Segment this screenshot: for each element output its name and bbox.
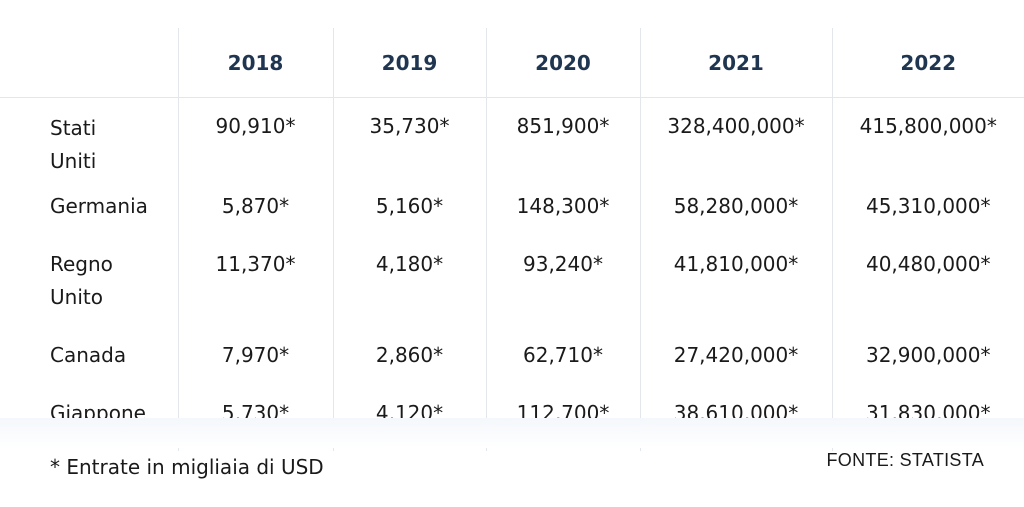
table-cell: 35,730* [332,97,486,178]
table-cell: 32,900,000* [831,327,1024,385]
footnote: * Entrate in migliaia di USD [50,455,324,479]
table-cell: 45,310,000* [831,178,1024,236]
table-cell: 58,280,000* [639,178,832,236]
table-cell: 5,160* [332,178,486,236]
table-cell: 40,480,000* [831,236,1024,327]
table-cell: 148,300* [485,178,640,236]
header-year-2022: 2022 [831,28,1024,98]
header-year-2021: 2021 [639,28,832,98]
header-year-2019: 2019 [332,28,486,98]
table-cell: 328,400,000* [639,97,832,178]
source-label: FONTE: STATISTA [826,450,984,470]
header-year-2018: 2018 [177,28,333,98]
table-cell: 90,910* [177,97,333,178]
revenue-table: 2018 2019 2020 2021 2022 Stati Uniti 90,… [0,28,1024,451]
revenue-table-container: 2018 2019 2020 2021 2022 Stati Uniti 90,… [0,28,1024,451]
table-cell: 11,370* [177,236,333,327]
table-cell: 4,180* [332,236,486,327]
table-cell: 2,860* [332,327,486,385]
table-cell: 62,710* [485,327,640,385]
row-label: Stati Uniti [50,116,97,173]
table-row: Regno Unito 11,370* 4,180* 93,240* 41,81… [0,236,1024,327]
row-label: Canada [50,343,127,367]
table-cell: 41,810,000* [639,236,832,327]
header-row: 2018 2019 2020 2021 2022 [0,28,1024,98]
header-year-2020: 2020 [485,28,640,98]
table-row: Stati Uniti 90,910* 35,730* 851,900* 328… [0,97,1024,178]
table-cell: 93,240* [485,236,640,327]
table-cell: 7,970* [177,327,333,385]
table-cell: 851,900* [485,97,640,178]
table-cell: 27,420,000* [639,327,832,385]
table-cell: 415,800,000* [831,97,1024,178]
header-corner [0,28,178,98]
table-row: Canada 7,970* 2,860* 62,710* 27,420,000*… [0,327,1024,385]
row-label: Germania [50,194,148,218]
row-label: Regno Unito [50,252,113,309]
table-row: Germania 5,870* 5,160* 148,300* 58,280,0… [0,178,1024,236]
table-cell: 5,870* [177,178,333,236]
footer-band [0,418,1024,448]
